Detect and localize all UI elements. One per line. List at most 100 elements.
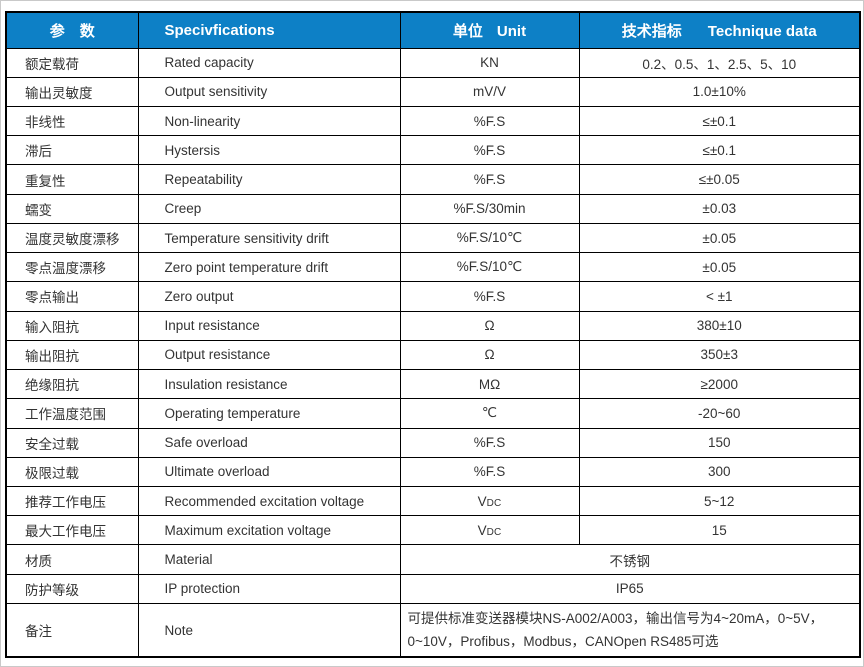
param-en-cell: Input resistance [137, 310, 401, 341]
value-cell: ≤±0.1 [578, 135, 861, 166]
param-en-cell: Rated capacity [137, 47, 401, 78]
table-row: 重复性 Repeatability %F.S ≤±0.05 [5, 164, 861, 195]
param-en-cell: Output resistance [137, 339, 401, 371]
table-row: 安全过载 Safe overload %F.S 150 [5, 427, 861, 458]
table-row: 额定载荷 Rated capacity KN 0.2、0.5、1、2.5、5、10 [5, 47, 861, 78]
param-cn-cell: 输出阻抗 [5, 339, 139, 371]
param-cn-cell: 非线性 [5, 105, 139, 137]
value-cell: 1.0±10% [578, 76, 861, 107]
value-cell: 150 [578, 427, 861, 458]
param-en-cell: Temperature sensitivity drift [137, 222, 401, 254]
table-row: 滞后 Hystersis %F.S ≤±0.1 [5, 135, 861, 166]
table-body: 额定载荷 Rated capacity KN 0.2、0.5、1、2.5、5、10 输出… [5, 47, 861, 658]
value-cell: 可提供标准变送器模块NS-A002/A003，输出信号为4~20mA，0~5V，… [399, 603, 861, 658]
table-row: 蠕变 Creep %F.S/30min ±0.03 [5, 193, 861, 224]
table-row: 推荐工作电压 Recommended excitation voltage VDC 5… [5, 486, 861, 517]
value-cell: 不锈钢 [399, 544, 861, 575]
value-cell: 300 [578, 456, 861, 488]
header-tech-en: Technique data [707, 22, 817, 40]
table-row: 材质 Material 不锈钢 [5, 544, 861, 575]
value-cell: 0.2、0.5、1、2.5、5、10 [578, 47, 861, 78]
param-cn-cell: 蠕变 [5, 193, 139, 224]
header-row: 参 数 Specivfications 单位 Unit 技术指标 Techniq… [5, 11, 861, 49]
header-technique-data: 技术指标 Technique data [578, 11, 861, 49]
value-cell: ±0.03 [578, 193, 861, 224]
param-cn-cell: 输出灵敏度 [5, 76, 139, 107]
param-cn-cell: 零点输出 [5, 281, 139, 312]
unit-cell: Ω [399, 310, 580, 341]
table-row: 最大工作电压 Maximum excitation voltage VDC 15 [5, 515, 861, 546]
param-cn-cell: 最大工作电压 [5, 515, 139, 546]
param-en-cell: Hystersis [137, 135, 401, 166]
unit-cell: %F.S [399, 427, 580, 458]
param-cn-cell: 温度灵敏度漂移 [5, 222, 139, 254]
unit-cell: %F.S/10℃ [399, 252, 580, 283]
param-en-cell: Material [137, 544, 401, 575]
table-row: 输出阻抗 Output resistance Ω 350±3 [5, 339, 861, 371]
param-en-cell: Safe overload [137, 427, 401, 458]
value-cell: IP65 [399, 573, 861, 605]
param-cn-cell: 极限过载 [5, 456, 139, 488]
param-en-cell: Zero output [137, 281, 401, 312]
value-cell: ±0.05 [578, 252, 861, 283]
param-en-cell: Insulation resistance [137, 369, 401, 400]
unit-cell: mV/V [399, 76, 580, 107]
header-param: 参 数 [5, 11, 139, 49]
unit-cell: ℃ [399, 398, 580, 429]
unit-cell: %F.S [399, 164, 580, 195]
param-en-cell: Repeatability [137, 164, 401, 195]
param-cn-cell: 工作温度范围 [5, 398, 139, 429]
unit-cell: VDC [399, 486, 580, 517]
unit-cell: %F.S [399, 456, 580, 488]
param-en-cell: Zero point temperature drift [137, 252, 401, 283]
param-en-cell: Note [137, 603, 401, 658]
param-en-cell: Maximum excitation voltage [137, 515, 401, 546]
param-cn-cell: 重复性 [5, 164, 139, 195]
spec-table: 参 数 Specivfications 单位 Unit 技术指标 Techniq… [5, 11, 861, 658]
table-row: 输出灵敏度 Output sensitivity mV/V 1.0±10% [5, 76, 861, 107]
param-cn-cell: 推荐工作电压 [5, 486, 139, 517]
header-specifications: Specivfications [137, 11, 401, 49]
unit-cell: VDC [399, 515, 580, 546]
unit-cell: %F.S [399, 281, 580, 312]
header-unit-en: Unit [496, 22, 527, 40]
header-unit: 单位 Unit [399, 11, 580, 49]
unit-cell: %F.S [399, 105, 580, 137]
param-cn-cell: 安全过载 [5, 427, 139, 458]
table-header: 参 数 Specivfications 单位 Unit 技术指标 Techniq… [5, 11, 861, 49]
table-row: 备注 Note 可提供标准变送器模块NS-A002/A003，输出信号为4~20mA… [5, 603, 861, 658]
header-unit-cn: 单位 [452, 22, 483, 40]
unit-cell: KN [399, 47, 580, 78]
table-row: 极限过载 Ultimate overload %F.S 300 [5, 456, 861, 488]
unit-cell: %F.S/10℃ [399, 222, 580, 254]
table-row: 输入阻抗 Input resistance Ω 380±10 [5, 310, 861, 341]
value-cell: ≥2000 [578, 369, 861, 400]
value-cell: -20~60 [578, 398, 861, 429]
param-cn-cell: 绝缘阻抗 [5, 369, 139, 400]
unit-cell: %F.S [399, 135, 580, 166]
param-cn-cell: 零点温度漂移 [5, 252, 139, 283]
param-en-cell: Operating temperature [137, 398, 401, 429]
value-cell: ≤±0.1 [578, 105, 861, 137]
param-en-cell: IP protection [137, 573, 401, 605]
param-en-cell: Recommended excitation voltage [137, 486, 401, 517]
table-row: 防护等级 IP protection IP65 [5, 573, 861, 605]
value-cell: ≤±0.05 [578, 164, 861, 195]
value-cell: ±0.05 [578, 222, 861, 254]
table-row: 非线性 Non-linearity %F.S ≤±0.1 [5, 105, 861, 137]
param-cn-cell: 输入阻抗 [5, 310, 139, 341]
param-cn-cell: 防护等级 [5, 573, 139, 605]
table-row: 绝缘阻抗 Insulation resistance MΩ ≥2000 [5, 369, 861, 400]
value-cell: < ±1 [578, 281, 861, 312]
param-en-cell: Ultimate overload [137, 456, 401, 488]
value-cell: 350±3 [578, 339, 861, 371]
param-cn-cell: 材质 [5, 544, 139, 575]
header-tech-cn: 技术指标 [621, 22, 682, 40]
param-en-cell: Output sensitivity [137, 76, 401, 107]
unit-cell: MΩ [399, 369, 580, 400]
param-en-cell: Creep [137, 193, 401, 224]
param-cn-cell: 备注 [5, 603, 139, 658]
table-row: 零点温度漂移 Zero point temperature drift %F.S/1… [5, 252, 861, 283]
table-row: 工作温度范围 Operating temperature ℃ -20~60 [5, 398, 861, 429]
